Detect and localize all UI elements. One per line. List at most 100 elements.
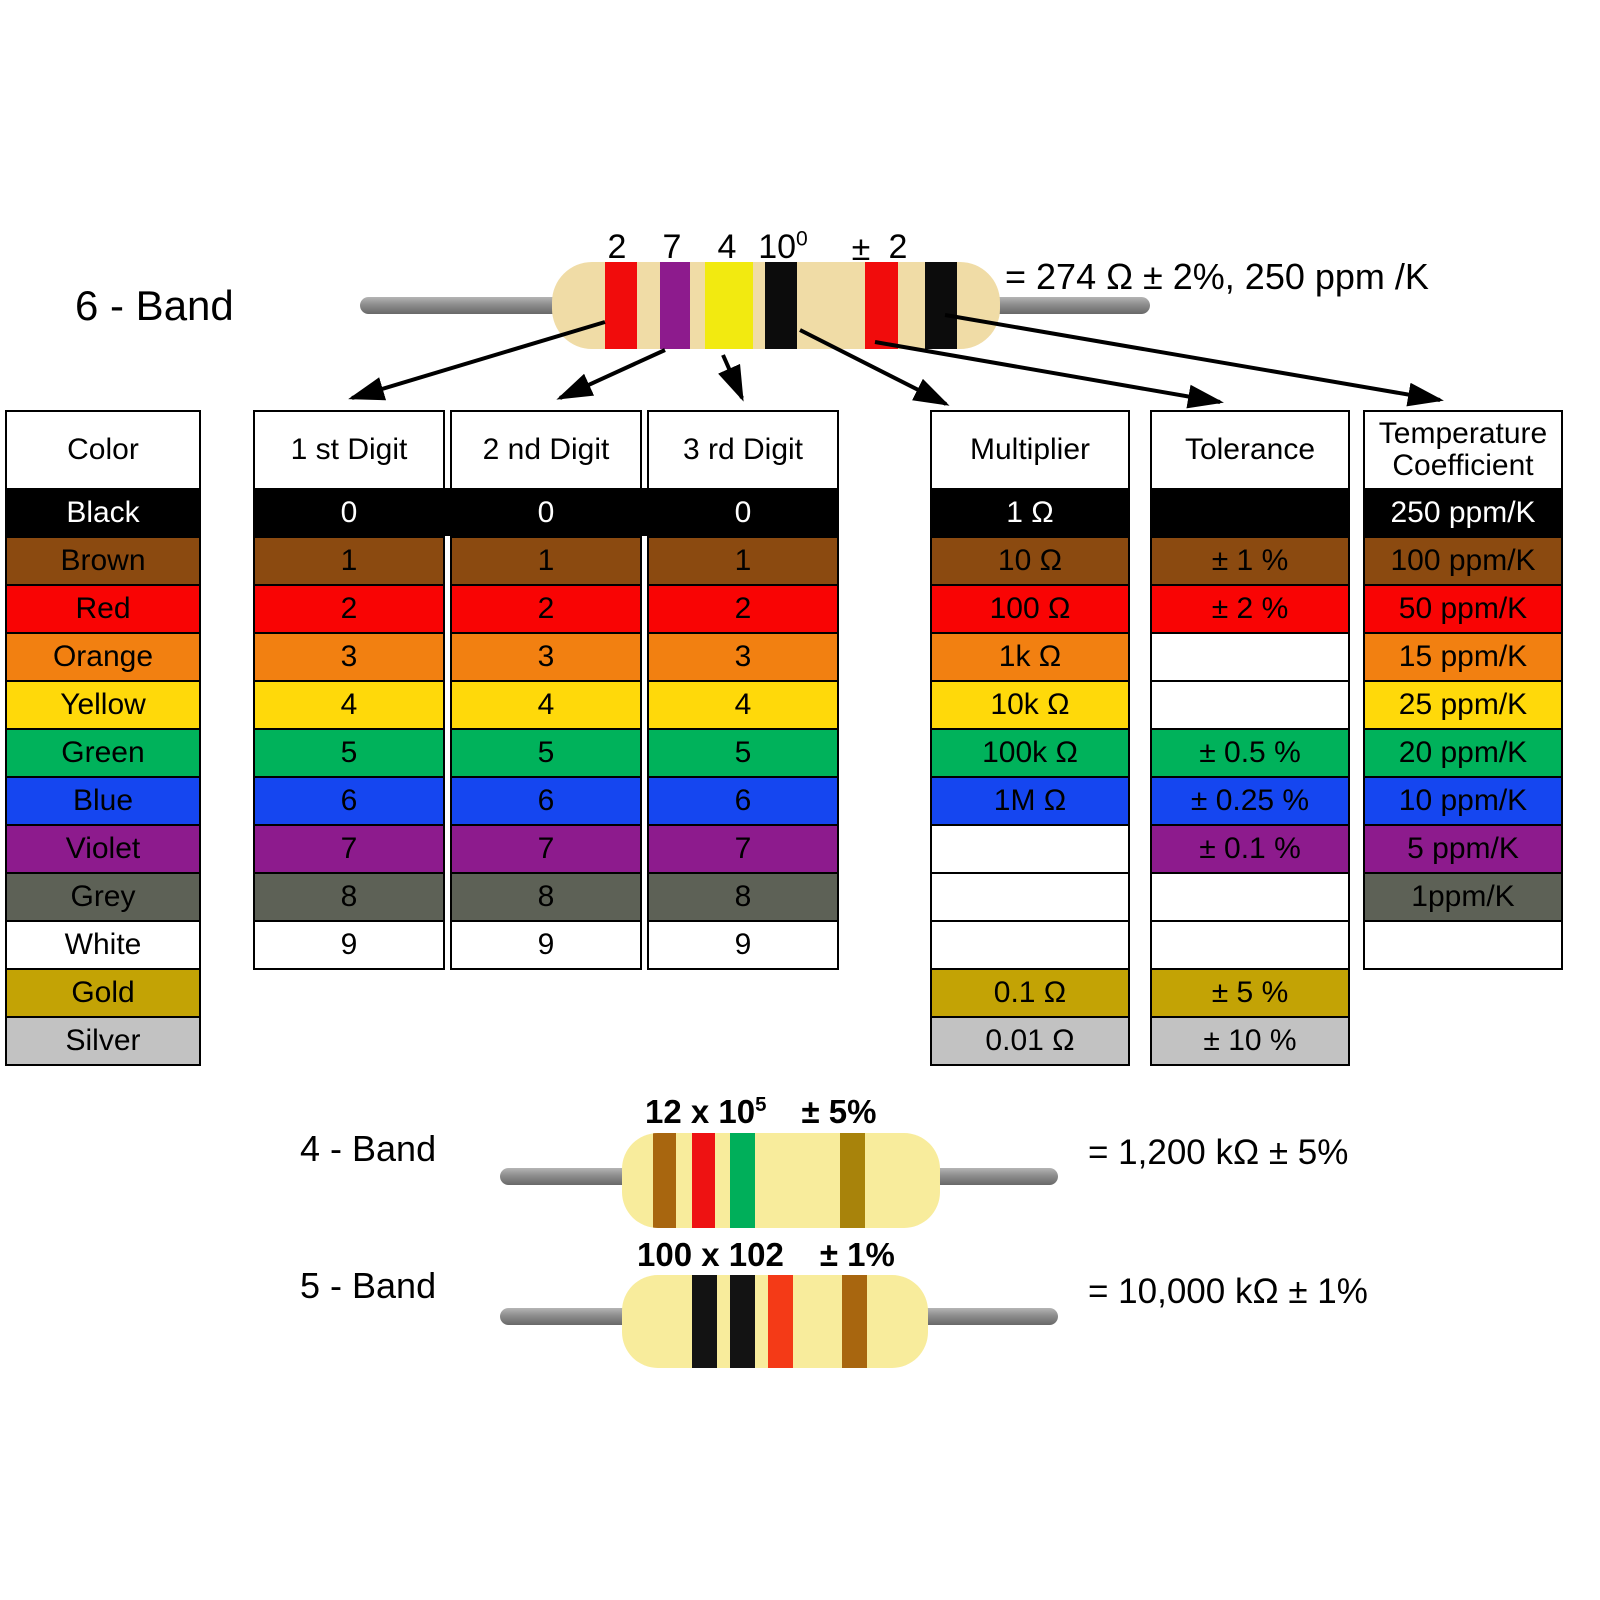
six-band-tolerance-value-label: 2 — [888, 228, 908, 266]
digit3-table-header: 3 rd Digit — [649, 412, 837, 488]
digit2-cell-4: 4 — [452, 680, 640, 728]
color-table-header: Color — [7, 412, 199, 488]
multiplier-exponent: 0 — [796, 227, 808, 251]
multiplier-cell-10: 0.1 Ω — [932, 968, 1128, 1016]
digit2-table-header: 2 nd Digit — [452, 412, 640, 488]
four-band-formula-tolerance: ± 5% — [801, 1093, 877, 1130]
six-band-band-violet-digit2 — [660, 262, 690, 349]
tempco-cell-0: 250 ppm/K — [1365, 488, 1561, 536]
tempco-header-line2: Coefficient — [1392, 449, 1534, 482]
multiplier-cell-6: 1M Ω — [932, 776, 1128, 824]
five-band-band-brown — [842, 1275, 867, 1368]
tempco-cell-4: 25 ppm/K — [1365, 680, 1561, 728]
digit1-cell-9: 9 — [255, 920, 443, 968]
tolerance-cell-3 — [1152, 632, 1348, 680]
four-band-label: 4 - Band — [300, 1128, 437, 1169]
six-band-band-yellow-digit3 — [705, 262, 753, 349]
four-band-formula: 12 x 105 ± 5% — [645, 1093, 876, 1131]
six-band-digit1-value-label: 2 — [607, 228, 627, 266]
digit1-cell-7: 7 — [255, 824, 443, 872]
six-band-band-black-multiplier — [765, 262, 797, 349]
six-band-result-text: = 274 Ω ± 2%, 250 ppm /K — [1005, 256, 1429, 297]
multiplier-cell-1: 10 Ω — [932, 536, 1128, 584]
multiplier-table: Multiplier 1 Ω 10 Ω 100 Ω 1k Ω 10k Ω 100k Ω 1M… — [930, 410, 1130, 1066]
tolerance-table-header: Tolerance — [1152, 412, 1348, 488]
tolerance-cell-2: ± 2 % — [1152, 584, 1348, 632]
color-cell-4: Yellow — [7, 680, 199, 728]
six-band-resistor-body — [552, 262, 1000, 349]
tempco-cell-9 — [1365, 920, 1561, 968]
tolerance-cell-1: ± 1 % — [1152, 536, 1348, 584]
six-band-multiplier-value-label: 100 — [758, 228, 808, 267]
six-band-digit3-value-label: 4 — [717, 228, 737, 266]
digit2-cell-6: 6 — [452, 776, 640, 824]
digit3-cell-3: 3 — [649, 632, 837, 680]
tolerance-cell-6: ± 0.25 % — [1152, 776, 1348, 824]
digit3-cell-2: 2 — [649, 584, 837, 632]
six-band-digit2-value-label: 7 — [662, 228, 682, 266]
tempco-cell-2: 50 ppm/K — [1365, 584, 1561, 632]
tolerance-cell-4 — [1152, 680, 1348, 728]
multiplier-table-header: Multiplier — [932, 412, 1128, 488]
five-band-band-red — [768, 1275, 793, 1368]
digit3-cell-4: 4 — [649, 680, 837, 728]
four-band-band-green — [730, 1133, 755, 1228]
multiplier-cell-9 — [932, 920, 1128, 968]
color-cell-5: Green — [7, 728, 199, 776]
digit3-cell-0: 0 — [649, 488, 837, 536]
digit1-cell-8: 8 — [255, 872, 443, 920]
five-band-band-black-1 — [692, 1275, 717, 1368]
digit1-cell-3: 3 — [255, 632, 443, 680]
color-table: Color Black Brown Red Orange Yellow Green Blue… — [5, 410, 201, 1066]
color-cell-1: Brown — [7, 536, 199, 584]
color-cell-0: Black — [7, 488, 199, 536]
color-cell-6: Blue — [7, 776, 199, 824]
color-cell-3: Orange — [7, 632, 199, 680]
tolerance-table: Tolerance ± 1 % ± 2 % ± 0.5 % ± 0.25 % ± 0.1… — [1150, 410, 1350, 1066]
tolerance-cell-0 — [1152, 488, 1348, 536]
digit2-cell-1: 1 — [452, 536, 640, 584]
multiplier-cell-3: 1k Ω — [932, 632, 1128, 680]
color-cell-8: Grey — [7, 872, 199, 920]
multiplier-cell-4: 10k Ω — [932, 680, 1128, 728]
four-band-result-text: = 1,200 kΩ ± 5% — [1088, 1133, 1349, 1172]
color-cell-11: Silver — [7, 1016, 199, 1064]
four-band-band-red — [692, 1133, 715, 1228]
multiplier-cell-11: 0.01 Ω — [932, 1016, 1128, 1064]
six-band-band-red-tolerance — [865, 262, 898, 349]
color-cell-7: Violet — [7, 824, 199, 872]
tempco-cell-5: 20 ppm/K — [1365, 728, 1561, 776]
five-band-resistor-body — [622, 1275, 928, 1368]
digit3-cell-1: 1 — [649, 536, 837, 584]
multiplier-cell-0: 1 Ω — [932, 488, 1128, 536]
digit2-cell-2: 2 — [452, 584, 640, 632]
five-band-band-black-2 — [730, 1275, 755, 1368]
tempco-header-line1: Temperature — [1378, 416, 1548, 450]
digit2-cell-8: 8 — [452, 872, 640, 920]
tempco-table-header: Temperature Coefficient — [1365, 412, 1561, 488]
five-band-label: 5 - Band — [300, 1265, 437, 1306]
multiplier-cell-5: 100k Ω — [932, 728, 1128, 776]
tempco-cell-6: 10 ppm/K — [1365, 776, 1561, 824]
six-band-tolerance-sign-label: ± — [851, 230, 871, 268]
six-band-band-black-tempco — [925, 262, 957, 349]
digit3-cell-5: 5 — [649, 728, 837, 776]
tempco-cell-8: 1ppm/K — [1365, 872, 1561, 920]
tolerance-cell-8 — [1152, 872, 1348, 920]
five-band-formula-tolerance: ± 1% — [819, 1236, 895, 1273]
digit3-cell-6: 6 — [649, 776, 837, 824]
five-band-formula: 100 x 102 ± 1% — [637, 1236, 895, 1274]
digit1-cell-1: 1 — [255, 536, 443, 584]
four-band-formula-exponent: 5 — [755, 1093, 767, 1116]
digit1-cell-0: 0 — [255, 488, 443, 536]
multiplier-cell-7 — [932, 824, 1128, 872]
four-band-formula-base: 12 x 10 — [645, 1093, 756, 1130]
tempco-table: Temperature Coefficient 250 ppm/K 100 ppm… — [1363, 410, 1563, 970]
digit2-cell-9: 9 — [452, 920, 640, 968]
tolerance-cell-5: ± 0.5 % — [1152, 728, 1348, 776]
six-band-band-red-digit1 — [605, 262, 637, 349]
tolerance-cell-11: ± 10 % — [1152, 1016, 1348, 1064]
